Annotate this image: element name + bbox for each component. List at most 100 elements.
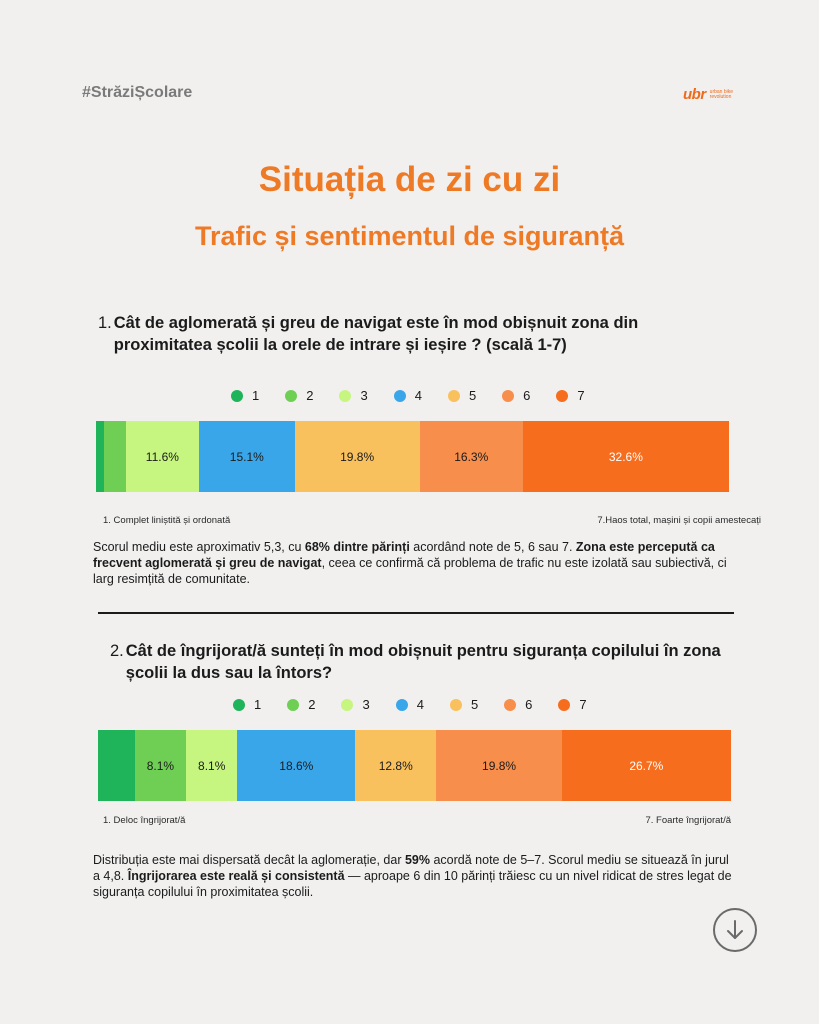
summary-highlight: 68% dintre părinți [304, 540, 410, 554]
bar-segment-4: 15.1% [199, 421, 295, 492]
data-label: 15.1% [229, 449, 264, 464]
bar-segment-5: 12.8% [355, 730, 437, 801]
question-1: 1. Cât de aglomerată și greu de navigat … [98, 312, 718, 356]
legend-swatch [285, 389, 298, 402]
summary-text: acordând note de 5, 6 sau 7. [409, 540, 576, 554]
data-label: 32.6% [608, 449, 643, 464]
data-label: 19.8% [482, 758, 517, 773]
summary-2: Distribuția este mai dispersată decât la… [93, 852, 733, 900]
legend-label: 2 [306, 388, 314, 403]
data-label: 12.8% [378, 758, 413, 773]
legend-swatch [231, 389, 243, 402]
legend-item-3: 3 [339, 388, 368, 403]
bar-segment-3: 8.1% [186, 730, 238, 801]
bar-segment-7: 32.6% [522, 421, 729, 492]
ubr-logo: ubr urban bike revolution [683, 86, 740, 103]
question-number: 2. [110, 642, 124, 660]
bar-segment-3: 11.6% [125, 421, 200, 492]
summary-text: , ceea ce confirmă că problema de trafic… [93, 556, 727, 586]
legend-label: 7 [577, 388, 585, 403]
legend-2: 1 2 3 4 5 6 7 [233, 697, 613, 712]
summary-highlight: Îngrijorarea este reală și consistentă [127, 869, 345, 883]
data-label: 19.8% [340, 449, 375, 464]
legend-swatch [233, 698, 245, 711]
bar-segment-7: 26.7% [561, 730, 731, 801]
legend-swatch [395, 698, 408, 711]
legend-label: 2 [308, 697, 316, 712]
summary-1: Scorul mediu este aproximativ 5,3, cu 68… [93, 539, 733, 587]
legend-label: 1 [254, 697, 262, 712]
legend-1: 1 2 3 4 5 6 7 [231, 388, 611, 403]
scale-min-label: 1. Deloc îngrijorat/ă [103, 815, 186, 826]
legend-swatch [556, 389, 569, 402]
scale-min-label: 1. Complet liniștită și ordonată [103, 515, 231, 526]
legend-swatch [558, 698, 571, 711]
legend-item-2: 2 [287, 697, 315, 712]
legend-item-1: 1 [231, 388, 259, 403]
bar-segment-2: 8.1% [134, 730, 187, 801]
data-label: 8.1% [198, 758, 226, 773]
bar-segment-1 [98, 730, 135, 801]
legend-swatch [287, 698, 300, 711]
page-title: Situația de zi cu zi [258, 160, 561, 199]
question-text: Cât de aglomerată și greu de navigat est… [113, 314, 639, 354]
bar-segment-5: 19.8% [294, 421, 420, 492]
scale-max-label: 7.Haos total, mașini și copii amestecați [597, 515, 761, 526]
summary-highlight: 59% [404, 853, 430, 867]
next-page-button[interactable] [713, 908, 757, 952]
bar-segment-6: 19.8% [436, 730, 562, 801]
legend-swatch [447, 389, 460, 402]
question-2: 2. Cât de îngrijorat/ă sunteți în mod ob… [110, 640, 750, 684]
arrow-down-icon [727, 920, 743, 939]
legend-label: 6 [525, 697, 533, 712]
legend-item-6: 6 [504, 697, 532, 712]
data-label: 11.6% [145, 449, 179, 464]
legend-label: 3 [360, 388, 368, 403]
legend-swatch [339, 389, 352, 402]
logo-mark: ubr [683, 86, 706, 103]
logo-tagline: urban bike revolution [709, 88, 734, 100]
data-label: 16.3% [454, 449, 489, 464]
bar-segment-4: 18.6% [237, 730, 356, 801]
legend-item-1: 1 [233, 697, 261, 712]
stacked-bar-1: 11.6% 15.1% 19.8% 16.3% 32.6% [96, 421, 729, 492]
data-label: 18.6% [279, 758, 314, 773]
stacked-bar-2: 8.1% 8.1% 18.6% 12.8% 19.8% 26.7% [98, 730, 731, 801]
legend-label: 5 [468, 388, 477, 403]
legend-label: 1 [252, 388, 260, 403]
bar-segment-1 [96, 421, 104, 492]
legend-label: 5 [470, 697, 479, 712]
data-label: 26.7% [629, 758, 664, 773]
legend-swatch [449, 698, 462, 711]
legend-item-3: 3 [341, 697, 370, 712]
legend-item-4: 4 [395, 697, 424, 712]
legend-label: 6 [523, 388, 531, 403]
section-divider [98, 612, 734, 614]
summary-highlight: Zona este percepută ca frecvent aglomera… [93, 540, 715, 570]
page-subtitle: Trafic și sentimentul de siguranță [194, 221, 625, 251]
question-text: Cât de îngrijorat/ă sunteți în mod obișn… [125, 642, 721, 682]
legend-label: 3 [362, 697, 370, 712]
bar-segment-6: 16.3% [419, 421, 523, 492]
legend-item-5: 5 [447, 388, 477, 403]
summary-text: — aproape 6 din 10 părinți trăiesc cu un… [93, 869, 732, 899]
legend-item-5: 5 [449, 697, 479, 712]
summary-text: Distribuția este mai dispersată decât la… [93, 853, 405, 867]
legend-swatch [393, 389, 406, 402]
scale-max-label: 7. Foarte îngrijorat/ă [645, 815, 731, 826]
question-number: 1. [98, 314, 112, 332]
legend-item-7: 7 [556, 388, 585, 403]
legend-swatch [341, 698, 354, 711]
legend-swatch [504, 698, 517, 711]
legend-item-2: 2 [285, 388, 313, 403]
summary-text: acordă note de 5–7. Scorul mediu se situ… [93, 853, 729, 883]
legend-label: 4 [414, 388, 422, 403]
legend-label: 4 [416, 697, 424, 712]
legend-item-4: 4 [393, 388, 422, 403]
legend-item-6: 6 [502, 388, 530, 403]
legend-label: 7 [579, 697, 587, 712]
summary-text: Scorul mediu este aproximativ 5,3, cu [93, 540, 305, 554]
legend-swatch [502, 389, 515, 402]
hashtag: #StrăziȘcolare [82, 84, 193, 101]
data-label: 8.1% [146, 758, 175, 773]
